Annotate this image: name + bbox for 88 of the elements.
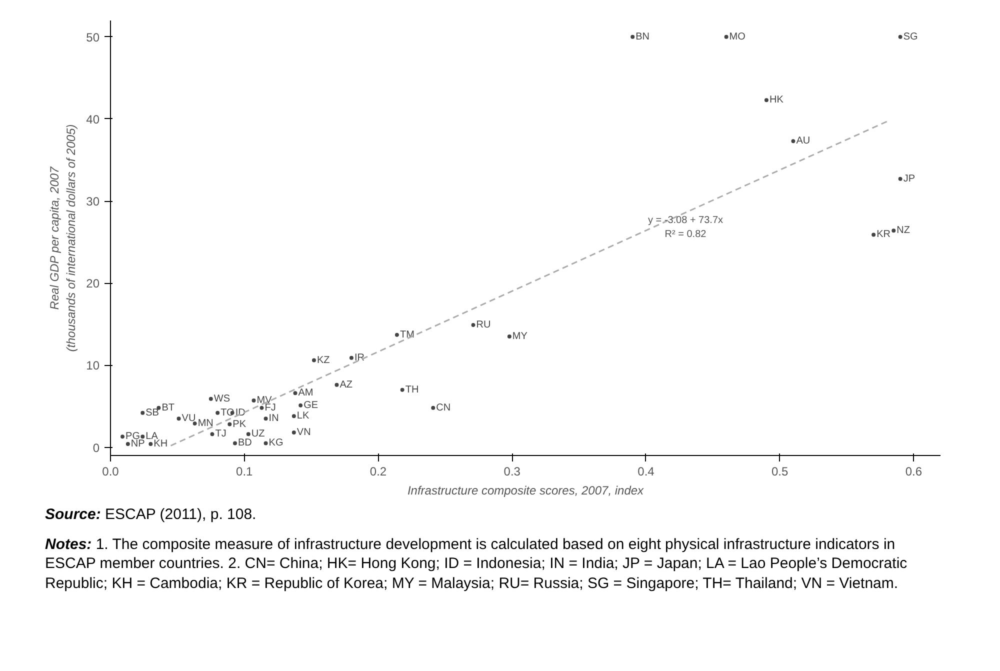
data-label: KR — [876, 229, 890, 240]
point — [210, 432, 214, 436]
data-label: AZ — [340, 379, 353, 390]
data-label: IR — [354, 352, 364, 364]
text: Notes: 1. The composite measure of infrastructure development is calculated based on eight physical infrastructure indicators in ESCAP member countries. 2. CN= China; HK= Hong Kong; ID = Indonesia; IN = India; JP = Japan; LA = Lao People’s Democratic Republic; KH = Cambodia; KR = Republic of Korea; MY = Malaysia; RU= Russia; SG = Singapore; TH= Thailand; VN = Vietnam. — [45, 534, 908, 593]
data-label: WS — [214, 393, 230, 404]
data-label: GE — [304, 400, 318, 411]
y-tick-label: 20 — [86, 276, 100, 291]
data-label: VN — [296, 427, 311, 438]
point — [264, 416, 268, 421]
y-tick-label: 30 — [86, 194, 100, 209]
data-label: LK — [296, 410, 310, 422]
point — [140, 410, 145, 415]
point — [293, 391, 298, 396]
point — [724, 34, 728, 39]
point — [334, 382, 339, 387]
data-label: HK — [769, 94, 784, 106]
data-label: VU — [182, 413, 196, 424]
point — [126, 442, 130, 446]
data-label: AM — [298, 388, 314, 399]
x-axis-title: Infrastructure composite scores, 2007, index — [407, 484, 645, 498]
data-label: IN — [268, 413, 279, 424]
point — [252, 398, 256, 403]
data-label: TH — [405, 384, 419, 396]
point — [246, 432, 250, 436]
point — [791, 139, 796, 144]
point — [471, 323, 476, 327]
y-tick-label: 0 — [92, 440, 100, 455]
point — [140, 434, 145, 439]
data-label: KH — [154, 438, 168, 450]
point — [120, 434, 125, 439]
point — [898, 34, 902, 39]
point — [400, 388, 404, 392]
x-tick-label: 0.4 — [638, 464, 655, 478]
data-label: BN — [636, 31, 650, 42]
point — [507, 334, 512, 338]
point — [349, 356, 354, 360]
data-label: JP — [903, 173, 916, 184]
x-tick-label: 0.1 — [236, 464, 254, 478]
point — [216, 410, 220, 415]
data-label: NZ — [896, 225, 910, 236]
point — [898, 176, 902, 181]
annotation: R² = 0.82 — [664, 229, 707, 240]
point — [764, 98, 768, 102]
point — [630, 34, 635, 39]
y-tick-label: 40 — [86, 112, 100, 126]
data-label: SB — [146, 407, 160, 418]
data-label: SG — [903, 31, 918, 42]
x-tick-label: 0.2 — [370, 464, 387, 478]
data-label: TJ — [215, 428, 226, 440]
data-label: KG — [268, 438, 284, 449]
point — [892, 228, 896, 233]
point — [292, 414, 296, 418]
point — [148, 442, 153, 446]
data-label: MY — [512, 330, 528, 342]
annotation: y = -3.08 + 73.7x — [648, 215, 724, 226]
data-label: TM — [400, 329, 414, 340]
point — [872, 232, 876, 237]
point — [292, 430, 296, 435]
point — [176, 416, 181, 421]
data-label: PK — [232, 418, 246, 430]
source-note: Source: ESCAP (2011), p. 108. — [45, 505, 256, 524]
point — [233, 441, 237, 446]
data-label: BT — [162, 402, 174, 414]
data-label: UZ — [251, 428, 265, 440]
point — [298, 403, 303, 408]
point — [208, 396, 213, 401]
x-tick-label: 0.0 — [102, 464, 120, 478]
y-axis-title: Real GDP per capita, 2007 (thousands of international dollars of 2005) — [47, 124, 78, 352]
point — [228, 422, 232, 426]
point — [260, 406, 264, 410]
x-tick-label: 0.3 — [504, 464, 521, 478]
x-tick-label: 0.5 — [772, 464, 789, 478]
y-tick-label: 10 — [86, 358, 100, 373]
point — [394, 332, 399, 337]
data-label: KZ — [316, 354, 330, 366]
data-label: MN — [198, 418, 214, 429]
data-label: CN — [436, 402, 451, 414]
point — [192, 421, 197, 426]
point — [431, 406, 436, 410]
data-label: MO — [729, 31, 746, 42]
data-label: BD — [238, 438, 252, 449]
y-tick-label: 50 — [86, 30, 100, 44]
point — [264, 441, 268, 446]
point — [312, 358, 316, 362]
data-label: RU — [476, 320, 491, 330]
data-label: AU — [796, 136, 810, 147]
x-tick-label: 0.6 — [905, 464, 922, 478]
